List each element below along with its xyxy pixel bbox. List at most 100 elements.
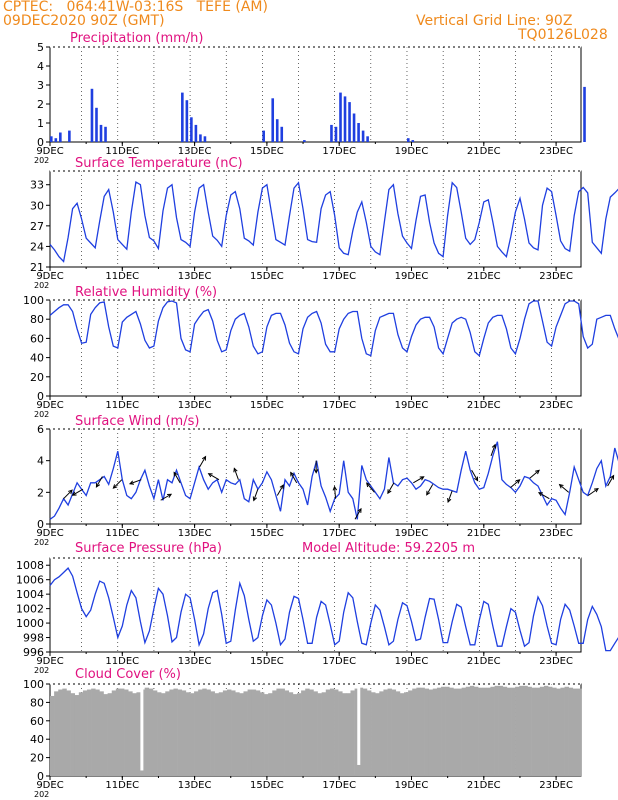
precip-ytick-label: 4 (37, 60, 44, 73)
pres-xtick-label: 11DEC (105, 656, 139, 667)
precip-xtick-label: 15DEC (250, 146, 284, 157)
wind-arrow-head (357, 507, 362, 513)
wind-arrow-head (332, 485, 338, 491)
rh-xtick-label: 21DEC (467, 400, 501, 411)
cloud-bar (391, 689, 397, 776)
cloud-bar (58, 689, 63, 776)
cloud-bar (449, 687, 454, 776)
precip-xtick-label: 17DEC (322, 146, 356, 157)
wind-ytick-label: 6 (37, 423, 44, 436)
cloud-bar (424, 688, 429, 776)
wind-arrow-head (279, 484, 284, 490)
cloud-bar (383, 689, 388, 776)
cloud-ytick-label: 40 (30, 733, 44, 746)
cloud-bar (247, 689, 252, 776)
wind-xtick-label: 9DEC (36, 528, 63, 539)
wind-arrow-head (167, 493, 173, 498)
wind-arrow (447, 490, 453, 503)
cloud-bar (128, 691, 133, 776)
pres-xtick-label: 15DEC (250, 656, 284, 667)
cloud-bar (473, 686, 479, 776)
wind-arrow-head (201, 455, 207, 461)
wind-arrow-head (71, 491, 77, 496)
cloud-bar (329, 688, 335, 776)
temp-xtick-label: 13DEC (178, 271, 212, 282)
cloud-dip (357, 684, 361, 765)
precip-bar (50, 136, 53, 142)
wind-arrow (490, 444, 496, 457)
wind-arrow-head (473, 476, 479, 482)
precip-bar (348, 102, 351, 142)
cloud-bar (432, 688, 438, 776)
rh-xtick-label: 23DEC (539, 400, 573, 411)
precip-bar (366, 136, 369, 142)
cloud-bar (185, 692, 191, 776)
cloud-bar (50, 695, 55, 776)
cloud-bar (399, 693, 405, 776)
cloud-bar (194, 691, 199, 776)
cloud-bar (350, 690, 355, 776)
wind-arrow (160, 493, 172, 501)
cloud-bar (280, 688, 285, 776)
cloud-bar (272, 690, 277, 776)
cloud-ytick-label: 80 (30, 696, 44, 709)
cloud-bar (152, 690, 158, 776)
precip-xtick-label: 13DEC (178, 146, 212, 157)
cloud-bar (572, 688, 578, 776)
precip-xtick-label: 19DEC (395, 146, 429, 157)
temp-ytick-label: 21 (30, 261, 44, 274)
pres-frame (49, 557, 582, 653)
cloud-ytick-label: 20 (30, 752, 44, 765)
pres-ytick-label: 1008 (16, 559, 44, 572)
wind-arrow-head (387, 489, 392, 495)
rh-xtick-label: 9DEC (36, 400, 63, 411)
cloud-bar (103, 694, 108, 776)
cloud-bar (568, 687, 574, 776)
cloud-bar (358, 687, 364, 776)
cloud-bar (428, 689, 434, 776)
cloud-bar (132, 693, 137, 776)
cloud-bar (284, 690, 290, 776)
precip-bar (262, 130, 265, 142)
wind-arrow-head (609, 474, 615, 480)
precip-bar (59, 132, 62, 142)
run-date-header: 09DEC2020 90Z (GMT) (3, 13, 165, 29)
rh-year-stub: 202 (34, 410, 49, 419)
cloud-bar (346, 693, 351, 776)
cloud-bar (416, 687, 421, 776)
wind-xtick-label: 15DEC (250, 528, 284, 539)
precip-bar (95, 107, 98, 142)
precip-bar (280, 126, 284, 142)
cloud-bar (502, 686, 508, 776)
cloud-bar (202, 688, 207, 776)
pres-xtick-label: 19DEC (395, 656, 429, 667)
cloud-bar (375, 693, 380, 776)
cloud-bar (111, 690, 117, 776)
precip-ytick-label: 5 (37, 41, 44, 54)
cloud-bar (161, 693, 166, 776)
wind-arrow (233, 468, 239, 480)
wind-arrow-head (290, 471, 295, 477)
cloud-year-stub: 202 (34, 790, 49, 799)
cloud-bar (210, 691, 215, 776)
wind-arrow-head (68, 489, 73, 495)
cloud-bar (313, 691, 318, 776)
wind-arrow (387, 482, 395, 494)
wind-arrow-head (419, 476, 425, 481)
precip-ytick-label: 2 (37, 98, 44, 111)
wind-arrow-head (95, 482, 101, 488)
cloud-bar (78, 692, 84, 776)
wind-arrow-head (558, 483, 564, 489)
cloud-bar (136, 692, 141, 776)
cloud-bar (231, 690, 236, 776)
wind-arrow (426, 484, 434, 496)
station-header: CPTEC: 064:41W-03:16S TEFE (AM) (3, 0, 268, 15)
cloud-bar (157, 692, 162, 776)
cloud-ytick-label: 100 (23, 678, 44, 691)
precip-bar (406, 138, 410, 142)
pres-year-stub: 202 (34, 666, 49, 675)
pres-xtick-label: 23DEC (539, 656, 573, 667)
cloud-bar (189, 693, 195, 776)
